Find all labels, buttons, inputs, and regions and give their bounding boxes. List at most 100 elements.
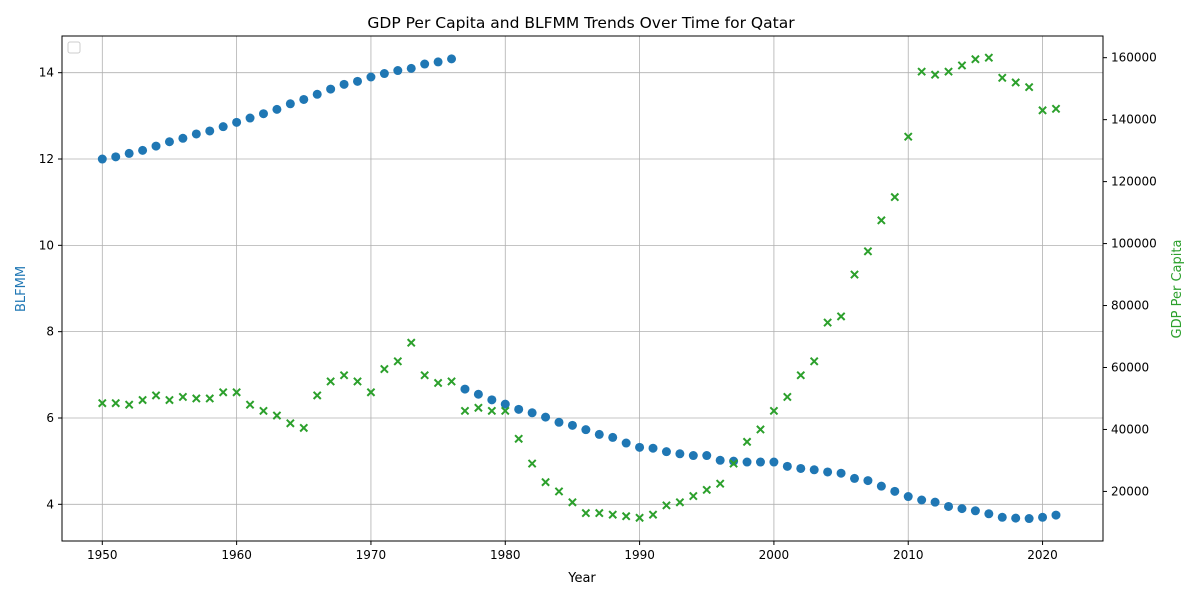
y-right-tick-label: 100000 bbox=[1111, 237, 1157, 251]
blfmm-point bbox=[245, 113, 255, 123]
gdp-point bbox=[178, 392, 188, 402]
y-left-tick-label: 10 bbox=[39, 238, 54, 252]
gdp-point bbox=[715, 479, 725, 488]
blfmm-point bbox=[755, 457, 765, 467]
x-tick-label: 1970 bbox=[356, 548, 387, 562]
gdp-point bbox=[836, 312, 846, 321]
blfmm-point bbox=[285, 99, 295, 109]
gdp-point bbox=[769, 406, 779, 416]
gdp-point bbox=[917, 67, 926, 76]
blfmm-point bbox=[594, 429, 604, 439]
blfmm-point bbox=[836, 468, 846, 478]
gdp-point bbox=[662, 501, 671, 510]
blfmm-point bbox=[541, 412, 551, 422]
blfmm-point bbox=[151, 141, 161, 151]
blfmm-point bbox=[218, 122, 228, 132]
blfmm-point bbox=[702, 451, 712, 461]
y-right-tick-label: 140000 bbox=[1111, 113, 1157, 127]
blfmm-point bbox=[729, 456, 739, 466]
gdp-point bbox=[205, 394, 215, 403]
gdp-point bbox=[1051, 104, 1061, 114]
blfmm-point bbox=[796, 463, 806, 473]
gdp-point bbox=[232, 387, 241, 397]
blfmm-point bbox=[205, 126, 215, 136]
x-tick-label: 2020 bbox=[1027, 548, 1058, 562]
blfmm-point bbox=[366, 72, 376, 82]
blfmm-point bbox=[379, 69, 389, 79]
blfmm-point bbox=[178, 133, 188, 143]
gdp-point bbox=[877, 216, 886, 225]
blfmm-point bbox=[527, 408, 537, 418]
gdp-point bbox=[568, 497, 577, 507]
blfmm-point bbox=[420, 59, 430, 69]
blfmm-point bbox=[675, 449, 685, 459]
blfmm-point bbox=[97, 154, 107, 164]
blfmm-point bbox=[393, 66, 403, 76]
blfmm-point bbox=[164, 137, 174, 147]
x-tick-label: 1960 bbox=[221, 548, 252, 562]
blfmm-point bbox=[1051, 510, 1061, 520]
x-axis-label: Year bbox=[567, 571, 596, 586]
gdp-point bbox=[312, 391, 322, 400]
gdp-point bbox=[702, 485, 712, 495]
grid-lines bbox=[62, 36, 1103, 541]
gdp-point bbox=[608, 510, 618, 519]
plot-frame bbox=[61, 35, 1104, 542]
blfmm-point bbox=[111, 152, 121, 162]
gdp-point bbox=[554, 487, 564, 496]
gdp-point bbox=[648, 510, 658, 519]
gdp-point bbox=[823, 318, 832, 327]
y-left-tick-label: 4 bbox=[46, 497, 54, 511]
gdp-point bbox=[944, 67, 953, 76]
y-left-tick-label: 6 bbox=[46, 411, 54, 425]
y-right-tick-label: 60000 bbox=[1111, 361, 1149, 375]
blfmm-point bbox=[447, 54, 457, 64]
y-right-axis-label: GDP Per Capita bbox=[1170, 240, 1185, 339]
gdp-point bbox=[1038, 106, 1047, 115]
gdp-point bbox=[286, 418, 295, 428]
gdp-point bbox=[339, 370, 349, 380]
blfmm-point bbox=[997, 512, 1007, 522]
gdp-point bbox=[1011, 78, 1020, 87]
blfmm-point bbox=[863, 476, 873, 486]
chart-title: GDP Per Capita and BLFMM Trends Over Tim… bbox=[367, 14, 795, 32]
blfmm-point bbox=[473, 389, 483, 399]
y-left-axis-label: BLFMM bbox=[14, 266, 29, 312]
blfmm-point bbox=[782, 461, 792, 471]
y-left-tick-label: 14 bbox=[39, 66, 54, 80]
gdp-point bbox=[192, 394, 201, 403]
blfmm-point bbox=[1011, 513, 1021, 523]
gdp-point bbox=[635, 513, 644, 523]
x-tick-label: 1980 bbox=[490, 548, 521, 562]
gdp-point bbox=[474, 403, 483, 413]
blfmm-point bbox=[339, 79, 349, 89]
gdp-point bbox=[124, 400, 134, 409]
gdp-point bbox=[997, 73, 1007, 83]
gdp-point bbox=[621, 511, 631, 521]
gdp-point bbox=[420, 370, 429, 380]
blfmm-point bbox=[769, 457, 779, 467]
gdp-point bbox=[460, 406, 470, 416]
blfmm-point bbox=[917, 495, 927, 505]
gdp-point bbox=[930, 70, 940, 80]
gdp-point bbox=[380, 364, 389, 374]
blfmm-point bbox=[353, 76, 363, 86]
gdp-point bbox=[353, 377, 362, 386]
blfmm-point bbox=[661, 447, 671, 457]
x-tick-label: 2010 bbox=[893, 548, 924, 562]
blfmm-point bbox=[957, 504, 967, 514]
gdp-point bbox=[245, 400, 255, 409]
blfmm-point bbox=[567, 420, 577, 430]
blfmm-point bbox=[326, 84, 336, 94]
y-left-tick-label: 12 bbox=[39, 152, 54, 166]
blfmm-point bbox=[648, 443, 658, 453]
data-points bbox=[97, 53, 1061, 524]
gdp-point bbox=[850, 270, 859, 279]
gdp-point bbox=[742, 437, 752, 447]
blfmm-point bbox=[1038, 512, 1048, 522]
gdp-point bbox=[366, 387, 376, 397]
gdp-point bbox=[729, 459, 738, 468]
gdp-point bbox=[796, 370, 806, 380]
